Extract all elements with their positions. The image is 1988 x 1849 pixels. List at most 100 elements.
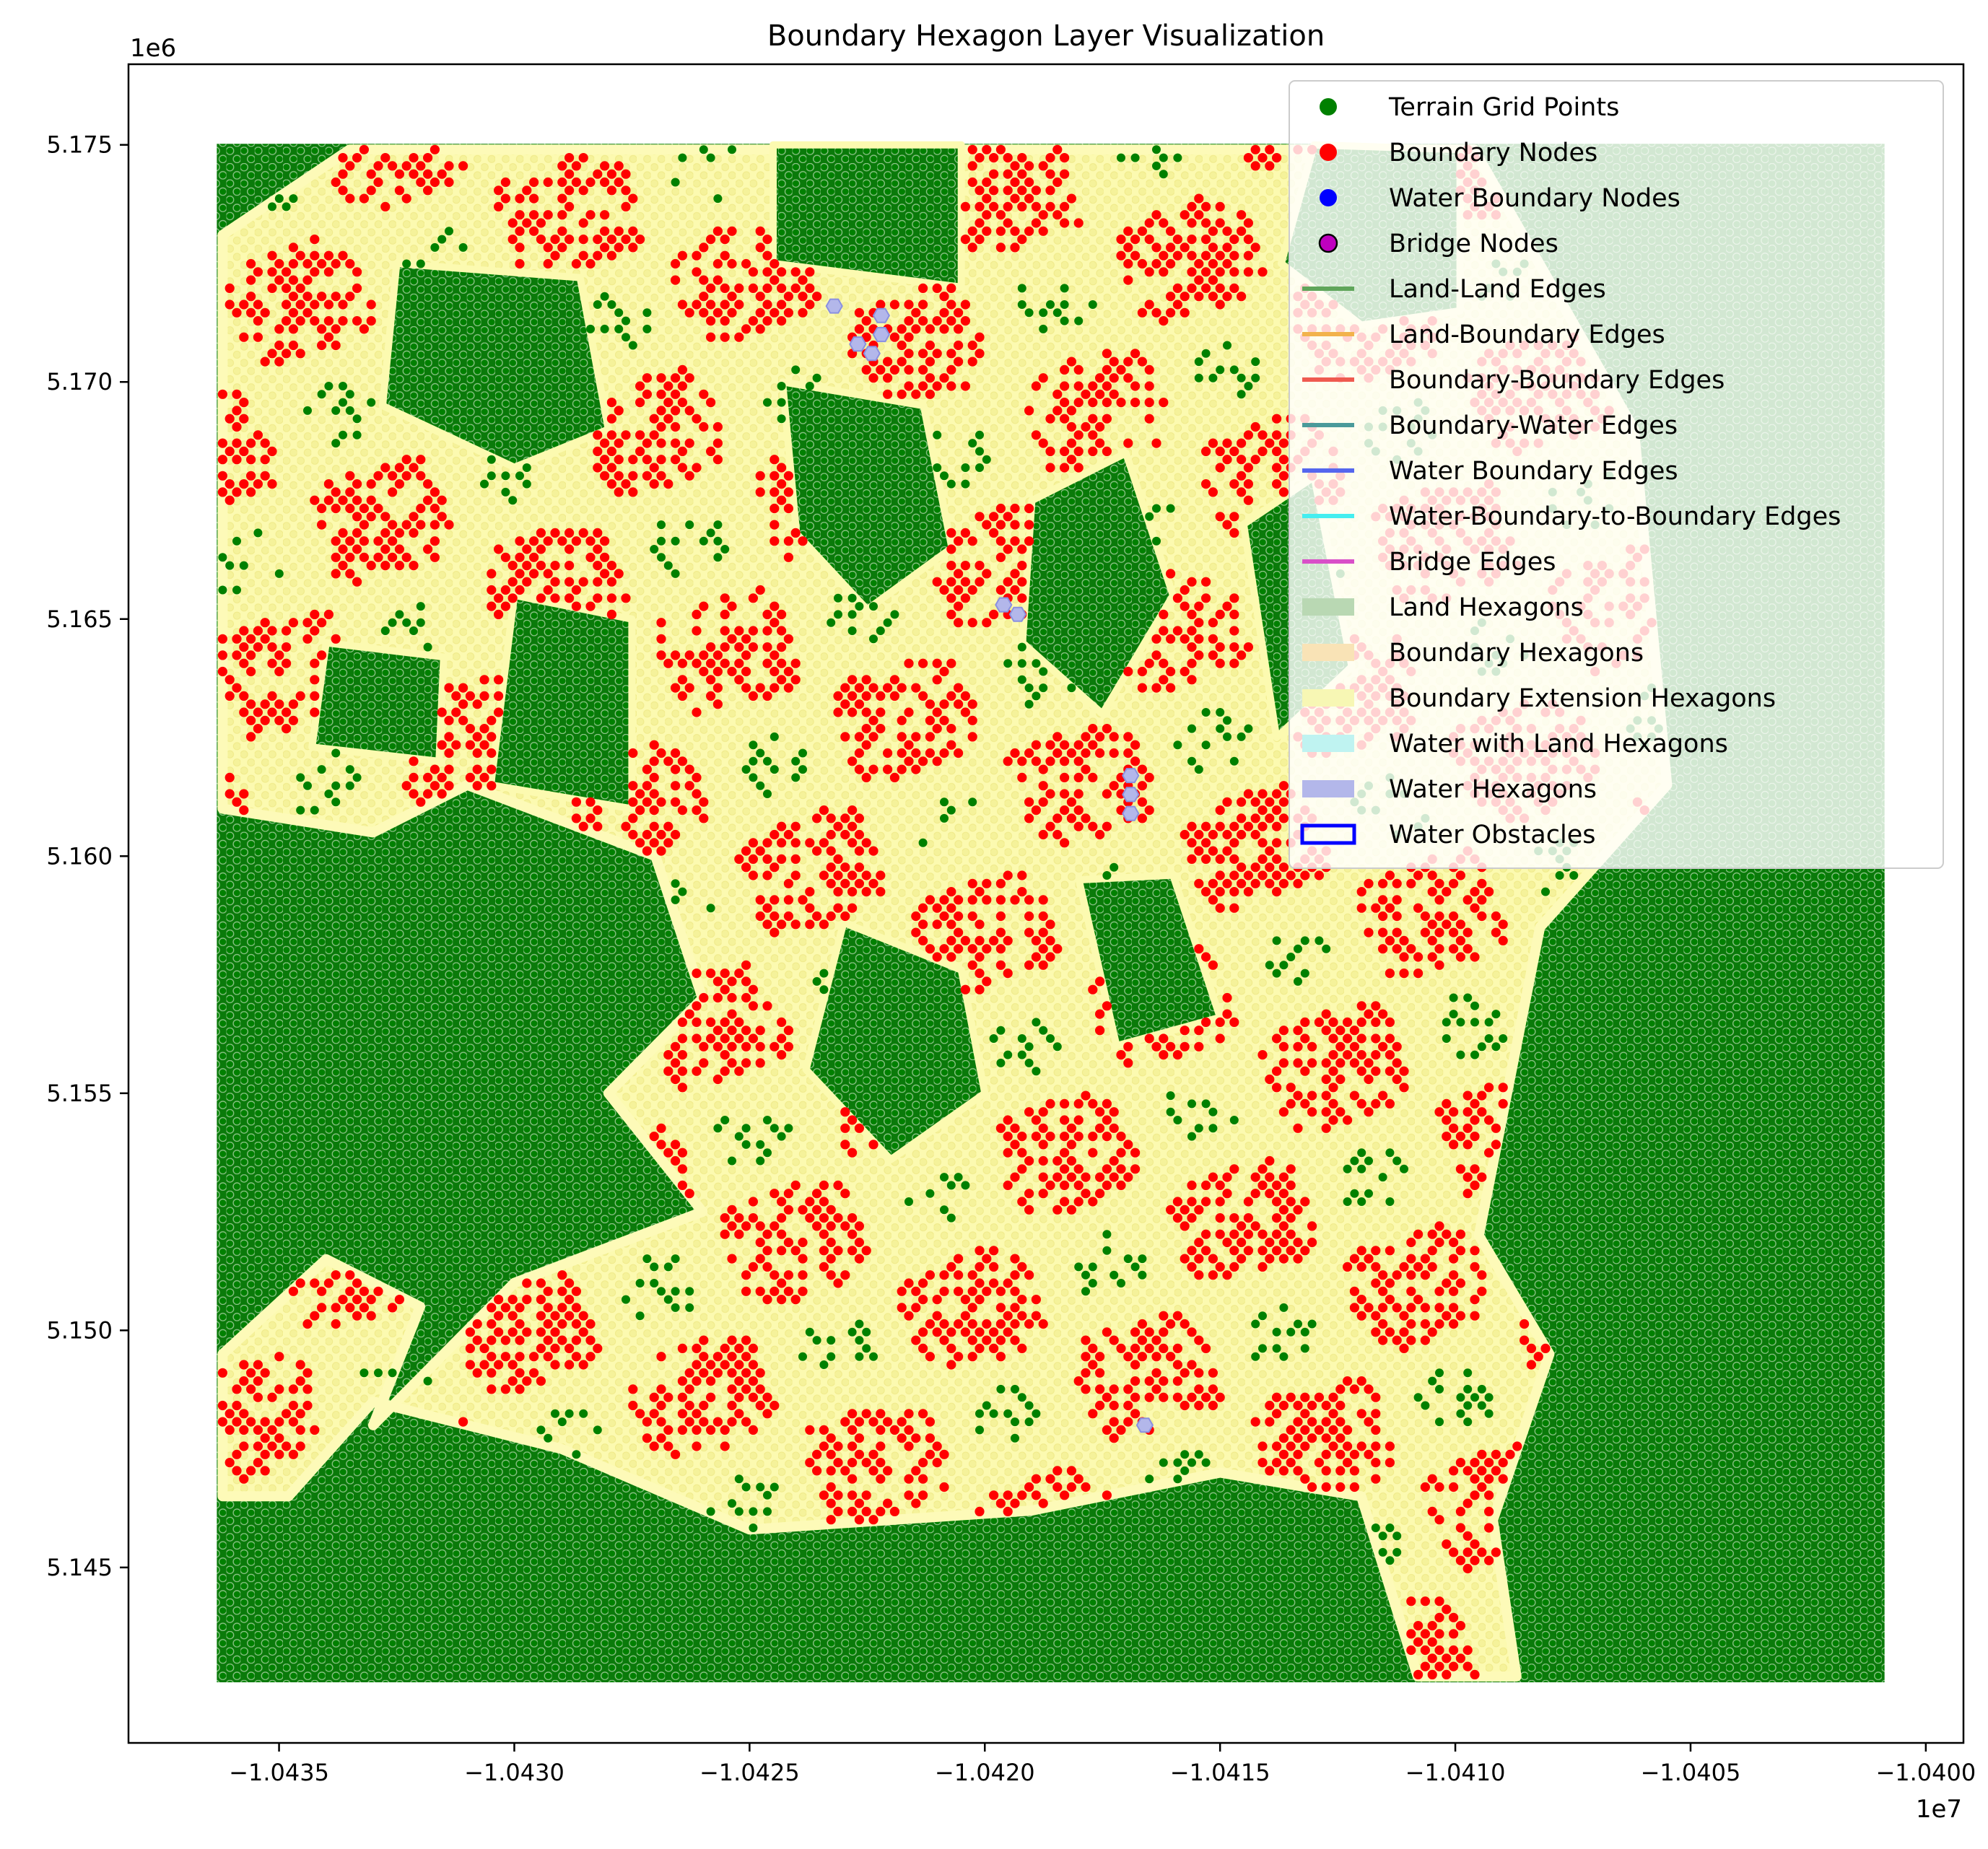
boundary-node: [904, 756, 914, 766]
boundary-node: [932, 707, 942, 717]
terrain-grid-point: [1159, 1458, 1168, 1467]
boundary-node: [692, 267, 702, 277]
boundary-node: [1116, 364, 1126, 375]
boundary-node: [897, 1433, 907, 1443]
boundary-node: [1498, 1083, 1508, 1093]
boundary-node: [253, 1376, 263, 1386]
boundary-node: [1243, 463, 1253, 473]
boundary-node: [409, 561, 419, 571]
boundary-node: [1406, 1596, 1416, 1607]
boundary-node: [1455, 1458, 1465, 1468]
boundary-node: [593, 446, 603, 457]
boundary-node: [606, 561, 617, 571]
boundary-node: [401, 552, 411, 562]
boundary-node: [1194, 210, 1204, 220]
boundary-node: [585, 813, 596, 823]
boundary-node: [720, 1441, 730, 1451]
land-pocket: [379, 260, 612, 471]
land-pocket: [802, 919, 989, 1163]
boundary-node: [1257, 1246, 1268, 1256]
boundary-node: [854, 1221, 864, 1231]
boundary-node: [1024, 927, 1034, 937]
boundary-node: [1066, 357, 1076, 367]
boundary-node: [288, 292, 298, 302]
terrain-grid-point: [1463, 1384, 1473, 1394]
boundary-node: [1201, 267, 1211, 277]
boundary-node: [1449, 1254, 1459, 1264]
boundary-node: [699, 1352, 709, 1362]
boundary-node: [600, 210, 610, 220]
boundary-node: [706, 316, 716, 326]
boundary-node: [826, 1449, 836, 1459]
terrain-grid-point: [622, 1295, 630, 1304]
boundary-node: [1222, 992, 1232, 1003]
boundary-node: [677, 381, 688, 391]
boundary-node: [1300, 870, 1310, 880]
boundary-node: [1052, 177, 1063, 188]
boundary-node: [975, 1262, 985, 1272]
boundary-node: [1307, 1433, 1317, 1443]
boundary-node: [699, 601, 709, 611]
boundary-node: [805, 267, 815, 277]
boundary-node: [861, 364, 871, 375]
boundary-node: [444, 764, 454, 774]
boundary-node: [720, 1033, 730, 1044]
boundary-node: [777, 1017, 787, 1027]
boundary-node: [918, 349, 928, 359]
boundary-node: [1272, 1441, 1282, 1451]
boundary-node: [1017, 1197, 1027, 1207]
boundary-node: [699, 1368, 709, 1378]
terrain-grid-point: [1300, 969, 1309, 978]
terrain-grid-point: [862, 1327, 871, 1337]
boundary-node: [671, 1041, 681, 1052]
terrain-grid-point: [671, 178, 680, 187]
boundary-node: [741, 666, 751, 677]
boundary-node: [1356, 1050, 1366, 1060]
boundary-node: [876, 1441, 886, 1451]
boundary-node: [692, 658, 702, 668]
terrain-grid-point: [1251, 373, 1260, 383]
boundary-node: [649, 430, 659, 440]
boundary-node: [762, 903, 772, 913]
boundary-node: [876, 691, 886, 701]
boundary-node: [1073, 1132, 1084, 1142]
boundary-node: [656, 748, 666, 759]
boundary-node: [606, 593, 617, 603]
boundary-node: [967, 226, 977, 236]
terrain-grid-point: [289, 194, 298, 204]
boundary-node: [819, 1213, 829, 1223]
boundary-node: [1237, 471, 1247, 481]
boundary-node: [783, 911, 793, 922]
boundary-node: [380, 561, 391, 571]
boundary-node: [1427, 1246, 1437, 1256]
boundary-node: [614, 406, 624, 416]
terrain-grid-point: [1117, 153, 1125, 162]
boundary-node: [409, 789, 419, 799]
boundary-node: [614, 487, 624, 497]
boundary-node: [1229, 1213, 1239, 1223]
boundary-node: [677, 1180, 688, 1190]
boundary-node: [783, 634, 793, 644]
boundary-node: [1328, 1050, 1338, 1060]
boundary-node: [1307, 1482, 1317, 1492]
boundary-node: [946, 658, 956, 668]
terrain-grid-point: [614, 308, 624, 318]
boundary-node: [1420, 1319, 1430, 1329]
boundary-node: [677, 446, 688, 457]
boundary-node: [295, 250, 305, 261]
boundary-node: [1293, 1041, 1303, 1052]
boundary-node: [1455, 1229, 1465, 1239]
boundary-node: [925, 1417, 935, 1427]
terrain-grid-point: [564, 1409, 574, 1418]
boundary-node: [1229, 609, 1239, 620]
boundary-node: [1434, 1661, 1444, 1671]
boundary-node: [720, 1229, 730, 1239]
terrain-grid-point: [784, 1124, 793, 1133]
boundary-node: [1349, 1384, 1359, 1394]
boundary-node: [741, 650, 751, 660]
boundary-node: [1413, 1262, 1424, 1272]
boundary-node: [677, 463, 688, 473]
boundary-node: [868, 846, 879, 856]
boundary-node: [1073, 430, 1084, 440]
boundary-node: [1102, 1132, 1112, 1142]
